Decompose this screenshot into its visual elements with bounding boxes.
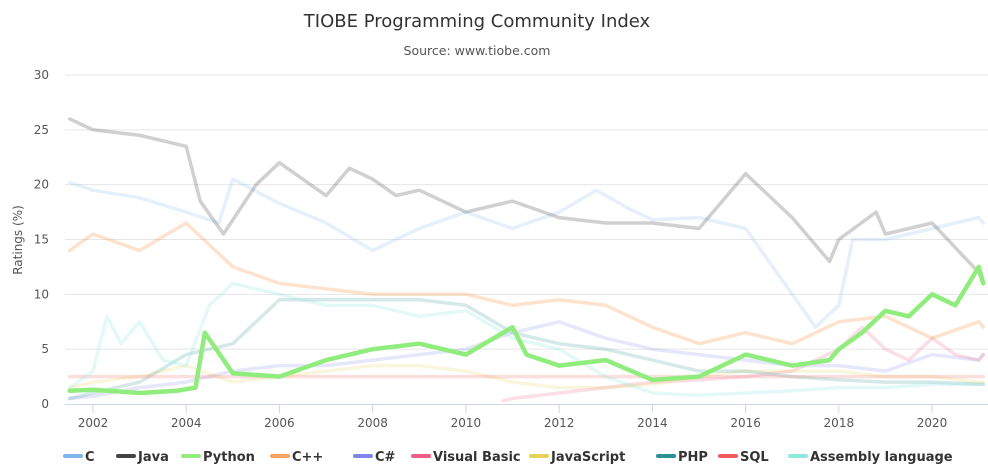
y-tick-label: 15: [34, 233, 49, 247]
series-line-javascript: [67, 363, 986, 390]
x-tick-label: 2006: [264, 416, 295, 430]
y-tick-label: 10: [34, 287, 49, 301]
legend-label: C#: [375, 450, 396, 465]
x-axis-ticks: 2002 2004 2006 2008 2010 2012 2014 2016 2018 2020: [78, 404, 948, 430]
series-line-c-: [67, 320, 986, 401]
x-tick-label: 2018: [824, 416, 855, 430]
series-line-java: [67, 117, 986, 286]
legend-label: JavaScript: [550, 450, 625, 465]
y-tick-label: 20: [34, 178, 49, 192]
y-tick-label: 25: [34, 123, 49, 137]
x-tick-label: 2012: [544, 416, 575, 430]
legend-label: SQL: [740, 450, 769, 465]
chart-title: TIOBE Programming Community Index: [303, 11, 651, 32]
legend-item-visual-basic[interactable]: Visual Basic: [411, 450, 521, 465]
legend-label: PHP: [678, 450, 708, 465]
legend-label: Visual Basic: [433, 450, 521, 465]
x-tick-label: 2002: [78, 416, 109, 430]
series-line-php: [67, 298, 986, 401]
y-tick-label: 30: [34, 68, 49, 82]
legend-label: Java: [137, 450, 169, 465]
legend-item-java[interactable]: Java: [116, 450, 169, 465]
x-tick-label: 2020: [917, 416, 948, 430]
series-lines: [67, 117, 986, 403]
legend-item-c[interactable]: C: [63, 450, 95, 465]
legend-label: C++: [292, 450, 323, 465]
legend-label: Python: [203, 450, 255, 465]
x-tick-label: 2014: [637, 416, 668, 430]
x-tick-label: 2010: [451, 416, 482, 430]
legend-label: Assembly language: [810, 450, 953, 465]
legend[interactable]: C Java Python C++ C# Visual Basic JavaScript PH…: [63, 450, 953, 465]
legend-item-assembly-language[interactable]: Assembly language: [788, 450, 953, 465]
legend-item-c-[interactable]: C#: [353, 450, 396, 465]
legend-item-javascript[interactable]: JavaScript: [529, 450, 625, 465]
legend-item-sql[interactable]: SQL: [718, 450, 769, 465]
x-tick-label: 2004: [171, 416, 202, 430]
y-axis-ticks: 0 5 10 15 20 25 30: [34, 68, 49, 411]
y-tick-label: 5: [41, 342, 49, 356]
y-tick-label: 0: [41, 397, 49, 411]
legend-label: C: [85, 450, 95, 465]
series-line-c-: [67, 221, 986, 346]
x-tick-label: 2016: [730, 416, 761, 430]
chart-subtitle: Source: www.tiobe.com: [404, 43, 551, 58]
series-line-c: [67, 177, 986, 329]
series-line-assembly-language: [67, 281, 986, 397]
y-axis-title: Ratings (%): [11, 205, 25, 275]
series-line-python: [67, 264, 986, 396]
legend-item-php[interactable]: PHP: [656, 450, 708, 465]
x-tick-label: 2008: [357, 416, 388, 430]
legend-item-python[interactable]: Python: [181, 450, 255, 465]
gridlines: [65, 74, 988, 405]
legend-item-c-[interactable]: C++: [270, 450, 323, 465]
